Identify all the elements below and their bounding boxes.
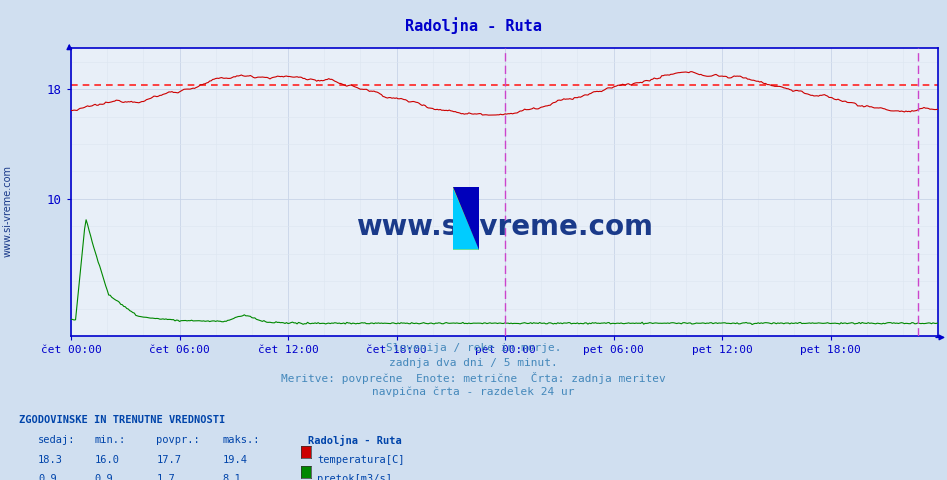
Text: povpr.:: povpr.: bbox=[156, 435, 200, 445]
Text: Slovenija / reke in morje.: Slovenija / reke in morje. bbox=[385, 343, 562, 353]
Text: temperatura[C]: temperatura[C] bbox=[317, 455, 404, 465]
Polygon shape bbox=[453, 187, 479, 250]
Polygon shape bbox=[453, 187, 479, 250]
Text: 16.0: 16.0 bbox=[95, 455, 119, 465]
Text: www.si-vreme.com: www.si-vreme.com bbox=[3, 165, 12, 257]
Text: 0.9: 0.9 bbox=[95, 474, 114, 480]
Text: ZGODOVINSKE IN TRENUTNE VREDNOSTI: ZGODOVINSKE IN TRENUTNE VREDNOSTI bbox=[19, 415, 225, 425]
Text: 8.1: 8.1 bbox=[223, 474, 241, 480]
Text: 18.3: 18.3 bbox=[38, 455, 63, 465]
Text: 1.7: 1.7 bbox=[156, 474, 175, 480]
Text: 17.7: 17.7 bbox=[156, 455, 181, 465]
Text: navpična črta - razdelek 24 ur: navpična črta - razdelek 24 ur bbox=[372, 386, 575, 397]
Text: min.:: min.: bbox=[95, 435, 126, 445]
Text: Radoljna - Ruta: Radoljna - Ruta bbox=[308, 435, 402, 446]
Text: sedaj:: sedaj: bbox=[38, 435, 76, 445]
Text: www.si-vreme.com: www.si-vreme.com bbox=[356, 213, 652, 240]
Text: 19.4: 19.4 bbox=[223, 455, 247, 465]
Text: pretok[m3/s]: pretok[m3/s] bbox=[317, 474, 392, 480]
Text: 0.9: 0.9 bbox=[38, 474, 57, 480]
Text: Meritve: povprečne  Enote: metrične  Črta: zadnja meritev: Meritve: povprečne Enote: metrične Črta:… bbox=[281, 372, 666, 384]
Text: maks.:: maks.: bbox=[223, 435, 260, 445]
Text: Radoljna - Ruta: Radoljna - Ruta bbox=[405, 17, 542, 34]
Text: zadnja dva dni / 5 minut.: zadnja dva dni / 5 minut. bbox=[389, 358, 558, 368]
